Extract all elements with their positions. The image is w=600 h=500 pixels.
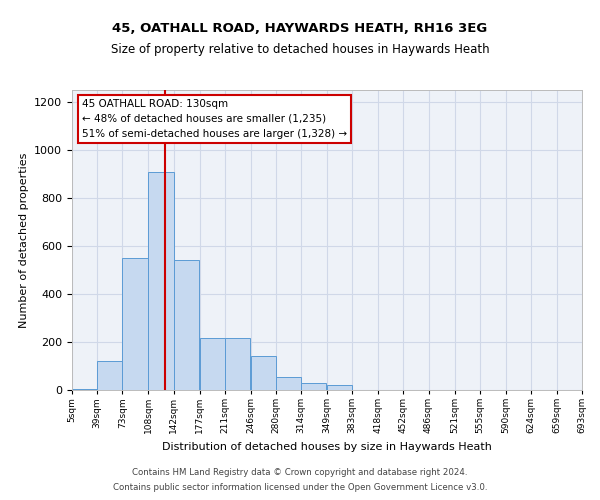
- X-axis label: Distribution of detached houses by size in Haywards Heath: Distribution of detached houses by size …: [162, 442, 492, 452]
- Text: Size of property relative to detached houses in Haywards Heath: Size of property relative to detached ho…: [110, 42, 490, 56]
- Bar: [173, 260, 199, 390]
- Text: Contains HM Land Registry data © Crown copyright and database right 2024.: Contains HM Land Registry data © Crown c…: [132, 468, 468, 477]
- Bar: [72, 389, 97, 390]
- Bar: [225, 338, 250, 390]
- Y-axis label: Number of detached properties: Number of detached properties: [19, 152, 29, 328]
- Bar: [97, 361, 122, 390]
- Bar: [301, 383, 326, 390]
- Bar: [251, 356, 276, 390]
- Bar: [148, 172, 173, 390]
- Text: 45 OATHALL ROAD: 130sqm
← 48% of detached houses are smaller (1,235)
51% of semi: 45 OATHALL ROAD: 130sqm ← 48% of detache…: [82, 99, 347, 138]
- Text: Contains public sector information licensed under the Open Government Licence v3: Contains public sector information licen…: [113, 483, 487, 492]
- Bar: [122, 258, 148, 390]
- Bar: [327, 385, 352, 390]
- Text: 45, OATHALL ROAD, HAYWARDS HEATH, RH16 3EG: 45, OATHALL ROAD, HAYWARDS HEATH, RH16 3…: [112, 22, 488, 36]
- Bar: [276, 377, 301, 390]
- Bar: [199, 338, 225, 390]
